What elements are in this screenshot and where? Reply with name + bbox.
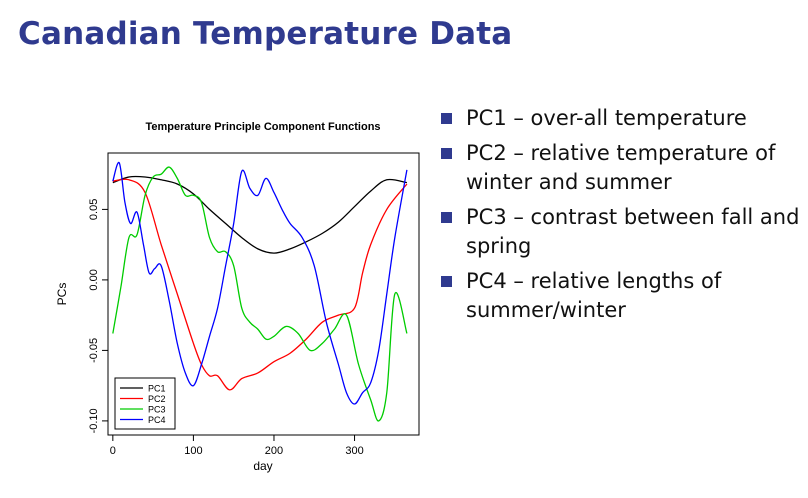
bullet-pc3: PC3 – contrast between fall and spring xyxy=(440,203,800,261)
legend-label-pc3: PC3 xyxy=(148,405,166,415)
series-line-pc4 xyxy=(112,161,408,405)
bullet-pc1: PC1 – over-all temperature xyxy=(440,104,800,133)
bullet-text: PC2 – relative temperature of winter and… xyxy=(466,141,776,194)
bullet-text: PC4 – relative lengths of summer/winter xyxy=(466,269,722,322)
y-tick-label: -0.10 xyxy=(88,408,100,433)
series-lines xyxy=(112,161,408,422)
bullet-square-icon xyxy=(441,113,452,124)
y-axis-label: PCs xyxy=(55,283,69,306)
bullet-text: PC3 – contrast between fall and spring xyxy=(466,205,800,258)
series-line-pc2 xyxy=(112,178,408,391)
series-line-pc3 xyxy=(112,166,408,422)
x-tick-label: 300 xyxy=(345,445,363,457)
x-tick-label: 0 xyxy=(110,445,116,457)
y-tick-label: 0.00 xyxy=(88,269,100,290)
x-tick-label: 200 xyxy=(265,445,283,457)
legend-box xyxy=(114,377,176,430)
legend-label-pc2: PC2 xyxy=(148,394,166,404)
bullet-pc4: PC4 – relative lengths of summer/winter xyxy=(440,267,800,325)
legend-label-pc4: PC4 xyxy=(148,415,166,425)
y-tick-label: 0.05 xyxy=(88,199,100,220)
bullet-pc2: PC2 – relative temperature of winter and… xyxy=(440,139,800,197)
y-tick-label: -0.05 xyxy=(88,338,100,363)
chart-title: Temperature Principle Component Function… xyxy=(145,121,380,133)
axes: 0 100 200 300 -0.10 -0.05 0.00 0.05 xyxy=(88,199,364,457)
bullet-text: PC1 – over-all temperature xyxy=(466,106,747,130)
plot-frame xyxy=(107,152,420,436)
bullet-list: PC1 – over-all temperature PC2 – relativ… xyxy=(440,104,800,331)
bullet-square-icon xyxy=(441,148,452,159)
x-tick-label: 100 xyxy=(184,445,202,457)
slide-title: Canadian Temperature Data xyxy=(18,16,513,52)
bullet-square-icon xyxy=(441,212,452,223)
bullet-square-icon xyxy=(441,276,452,287)
legend-label-pc1: PC1 xyxy=(148,384,166,394)
chart-container: Temperature Principle Component Function… xyxy=(40,108,430,478)
pc-line-chart: Temperature Principle Component Function… xyxy=(55,121,420,473)
x-axis-label: day xyxy=(253,459,272,473)
series-line-pc1 xyxy=(112,175,408,254)
